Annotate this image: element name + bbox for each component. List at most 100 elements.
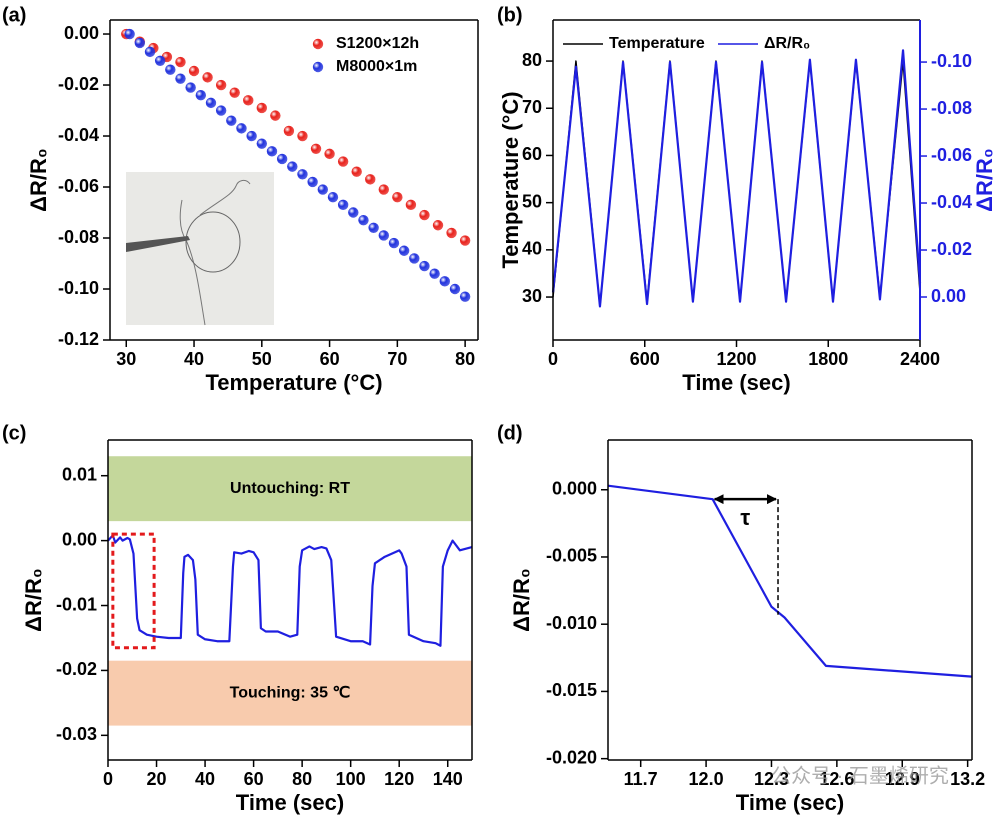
x-tick-label: 40 <box>184 349 204 369</box>
point <box>297 169 308 180</box>
y-tick-label: -0.04 <box>58 125 99 145</box>
point <box>124 28 135 40</box>
point <box>459 235 471 246</box>
x-tick-label: 1200 <box>716 349 756 369</box>
line <box>551 49 922 308</box>
y-tick-label: 0.000 <box>552 478 597 498</box>
y2-tick-label: -0.10 <box>931 51 972 71</box>
y-tick-label: -0.10 <box>58 278 99 298</box>
point <box>388 237 400 249</box>
y-axis-title: ΔR/R₀ <box>21 568 46 632</box>
point <box>236 123 247 134</box>
point <box>398 245 410 256</box>
point <box>324 148 335 160</box>
x-tick-label: 60 <box>244 769 264 789</box>
x-tick-label: 120 <box>384 769 414 789</box>
point <box>276 153 288 165</box>
point <box>419 260 430 272</box>
x-axis-title: Time (sec) <box>236 790 344 815</box>
y-tick-label: -0.015 <box>546 680 597 700</box>
point <box>134 37 146 49</box>
point <box>405 199 417 211</box>
panel-label: (b) <box>497 4 523 26</box>
y-tick-label: -0.005 <box>546 546 597 566</box>
point <box>327 192 339 203</box>
y2-tick-label: -0.08 <box>931 98 972 118</box>
point <box>256 102 268 114</box>
point <box>175 73 186 84</box>
band <box>108 456 472 522</box>
point <box>165 64 176 75</box>
y-tick-label: 0.01 <box>62 464 97 484</box>
line <box>607 484 973 678</box>
fiber <box>199 179 251 216</box>
point <box>307 176 318 188</box>
y-tick-label: 0.00 <box>64 23 99 43</box>
point <box>378 184 389 195</box>
point <box>449 283 461 295</box>
point <box>392 192 403 203</box>
y-axis-title: ΔR/R₀ <box>26 148 51 212</box>
legend-marker <box>312 61 324 73</box>
x-tick-label: 13.2 <box>950 769 985 789</box>
y2-tick-label: 0.00 <box>931 286 966 306</box>
point <box>337 199 349 211</box>
point <box>144 46 156 58</box>
point <box>409 253 420 264</box>
point <box>297 130 308 142</box>
highlight-box <box>111 532 156 650</box>
y-tick-label: 50 <box>522 191 542 211</box>
point <box>256 138 268 149</box>
x-axis-title: Time (sec) <box>736 790 844 815</box>
point <box>358 214 369 226</box>
legend-label: M8000×1m <box>336 58 417 75</box>
point <box>429 268 440 279</box>
band-label: Untouching: RT <box>230 480 350 497</box>
point <box>432 220 444 231</box>
x-tick-label: 12.6 <box>819 769 854 789</box>
point <box>215 105 227 116</box>
y-tick-label: 0.00 <box>62 529 97 549</box>
point <box>243 95 254 106</box>
point <box>185 82 196 93</box>
line <box>107 534 473 647</box>
point <box>419 209 430 221</box>
x-tick-label: 60 <box>320 349 340 369</box>
x-tick-label: 12.9 <box>885 769 920 789</box>
legend-label: S1200×12h <box>336 35 419 52</box>
point <box>226 115 237 126</box>
x-tick-label: 80 <box>292 769 312 789</box>
panel-label: (c) <box>2 422 26 444</box>
band <box>108 660 472 726</box>
y-tick-label: 80 <box>522 50 542 70</box>
point <box>202 72 213 83</box>
x-tick-label: 30 <box>116 349 136 369</box>
point <box>351 166 362 177</box>
point <box>439 276 450 287</box>
y2-tick-label: -0.04 <box>931 192 972 212</box>
point <box>368 222 379 234</box>
x-tick-label: 50 <box>252 349 272 369</box>
tau-label: τ <box>740 505 750 530</box>
y-tick-label: -0.03 <box>56 724 97 744</box>
y-tick-label: -0.02 <box>56 659 97 679</box>
x-tick-label: 20 <box>147 769 167 789</box>
legend-label: Temperature <box>609 35 705 52</box>
y-tick-label: -0.020 <box>546 747 597 767</box>
x-tick-label: 1800 <box>808 349 848 369</box>
y-axis-title: ΔR/R₀ <box>509 568 534 632</box>
point <box>348 207 359 218</box>
point <box>446 227 457 239</box>
x-tick-label: 11.7 <box>624 769 658 789</box>
point <box>205 97 217 109</box>
x-tick-label: 12.0 <box>689 769 724 789</box>
x-axis-title: Time (sec) <box>682 370 790 395</box>
point <box>365 174 376 185</box>
y-tick-label: 30 <box>522 286 542 306</box>
point <box>175 56 186 68</box>
x-axis-title: Temperature (°C) <box>205 370 382 395</box>
plots: (a) 30 40 50 60 70 80 0.00 -0.02 -0.04 -0.06 -0.08 -… <box>2 4 997 815</box>
y-tick-label: -0.01 <box>56 594 97 614</box>
x-tick-label: 100 <box>336 769 366 789</box>
